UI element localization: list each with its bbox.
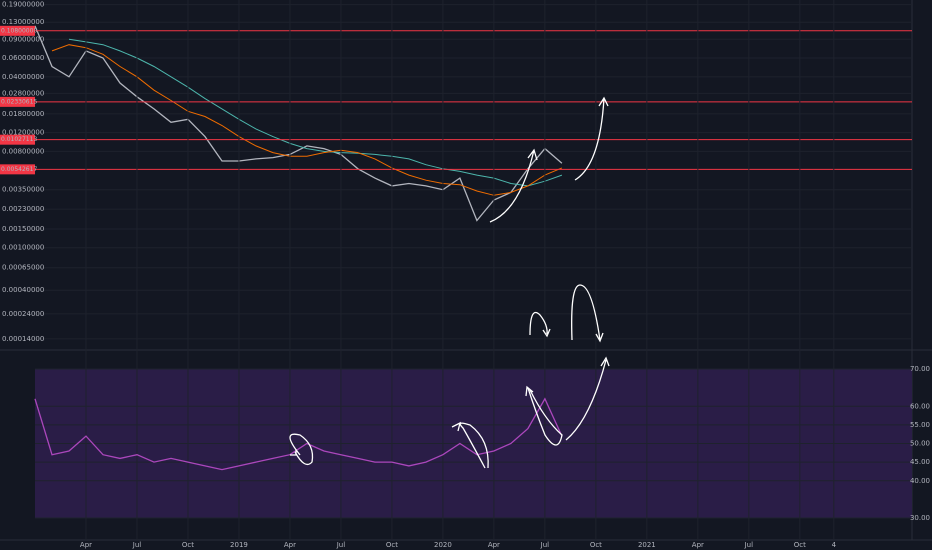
y-tick-label: 0.04000000	[2, 73, 44, 81]
y-tick-label: 0.13000000	[2, 18, 44, 26]
arrow	[574, 96, 609, 181]
x-tick-label: Jul	[336, 541, 346, 549]
y-tick-label: 0.00150000	[2, 225, 44, 233]
x-tick-label: Apr	[80, 541, 92, 549]
y-tick-label: 0.00100000	[2, 244, 44, 252]
x-tick-label: 4	[832, 541, 837, 549]
series-line	[34, 25, 563, 222]
x-tick-label: 2019	[230, 541, 248, 549]
x-tick-label: 2020	[434, 541, 452, 549]
y-tick-label: 0.06000000	[2, 54, 44, 62]
series-line	[68, 38, 563, 187]
arrow	[451, 421, 489, 469]
arrow	[289, 433, 314, 466]
level-label: 0.02330615	[1, 98, 37, 105]
level-label-box	[0, 25, 35, 36]
y-tick-label: 0.00230000	[2, 205, 44, 213]
y-tick-label: 45.00	[910, 458, 930, 466]
x-tick-label: Jul	[540, 541, 550, 549]
y-tick-label: 0.01800000	[2, 110, 44, 118]
y-tick-label: 30.00	[910, 514, 930, 522]
y-tick-label: 55.00	[910, 421, 930, 429]
y-tick-label: 0.19000000	[2, 1, 44, 9]
y-tick-label: 0.00800000	[2, 147, 44, 155]
y-tick-label: 0.00065000	[2, 264, 44, 272]
y-tick-label: 50.00	[910, 440, 930, 448]
x-tick-label: Jul	[744, 541, 754, 549]
level-label: 0.01027113	[1, 136, 37, 143]
y-tick-label: 40.00	[910, 477, 930, 485]
x-tick-label: Apr	[692, 541, 704, 549]
y-tick-label: 0.00350000	[2, 186, 44, 194]
x-tick-label: Oct	[386, 541, 398, 549]
level-label: 0.00542617	[1, 166, 37, 173]
level-label: 0.10800000	[1, 27, 37, 34]
arrow	[529, 311, 551, 338]
level-label-box	[0, 96, 35, 107]
x-tick-label: Oct	[794, 541, 806, 549]
x-tick-label: Apr	[284, 541, 296, 549]
arrow	[565, 356, 610, 441]
x-tick-label: Oct	[182, 541, 194, 549]
level-label-box	[0, 134, 35, 145]
y-tick-label: 0.02800000	[2, 89, 44, 97]
y-tick-label: 70.00	[910, 365, 930, 373]
y-tick-label: 60.00	[910, 402, 930, 410]
x-tick-label: Jul	[132, 541, 142, 549]
arrow	[489, 148, 538, 223]
arrow	[525, 385, 563, 446]
x-tick-label: Apr	[488, 541, 500, 549]
y-tick-label: 0.00040000	[2, 286, 44, 294]
y-tick-label: 0.01200000	[2, 129, 44, 137]
series-line	[34, 397, 563, 471]
x-tick-label: Oct	[590, 541, 602, 549]
y-tick-label: 0.00024000	[2, 310, 44, 318]
y-tick-label: 0.00014000	[2, 335, 44, 343]
level-label-box	[0, 164, 35, 175]
arrow	[571, 284, 604, 343]
x-tick-label: 2021	[638, 541, 656, 549]
drawings	[289, 96, 610, 469]
y-tick-label: 0.09000000	[2, 35, 44, 43]
